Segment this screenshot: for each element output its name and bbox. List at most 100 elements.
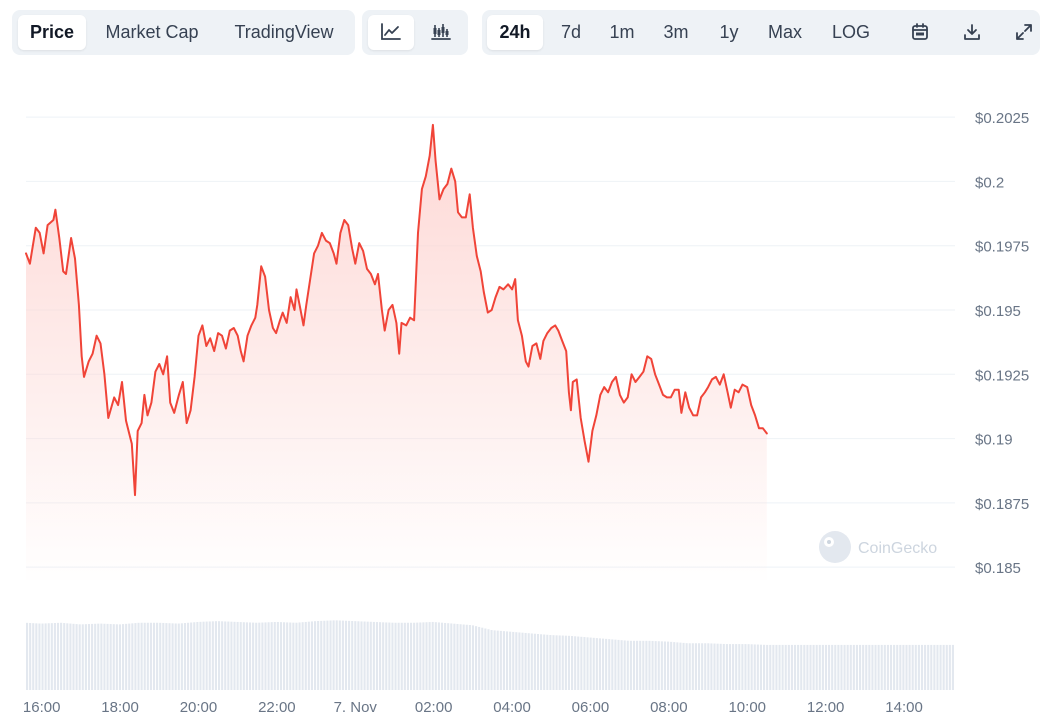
volume-bar — [880, 644, 883, 690]
volume-bar — [741, 644, 744, 690]
volume-bar — [313, 621, 317, 690]
volume-bar — [273, 622, 276, 690]
volume-bar — [694, 643, 697, 690]
volume-bar — [914, 644, 917, 690]
volume-bar — [456, 623, 459, 690]
volume-bar — [889, 644, 893, 690]
volume-bar — [707, 643, 710, 690]
volume-bar — [397, 622, 400, 690]
range-24h[interactable]: 24h — [487, 15, 543, 50]
volume-bar — [245, 622, 248, 690]
range-7d[interactable]: 7d — [560, 22, 582, 42]
volume-bar — [400, 622, 403, 690]
candlestick-button[interactable] — [418, 15, 464, 50]
volume-bar — [47, 623, 50, 690]
volume-bar — [902, 644, 905, 690]
volume-bar — [354, 621, 357, 690]
volume-bar — [533, 633, 536, 690]
volume-bar — [252, 622, 255, 690]
volume-bar — [821, 644, 824, 690]
volume-bar — [908, 644, 911, 690]
volume-bar — [824, 644, 828, 690]
volume-bar — [394, 622, 397, 690]
volume-bar — [487, 629, 490, 690]
volume-bar — [620, 640, 623, 690]
volume-bar — [369, 621, 372, 690]
download-button[interactable] — [950, 15, 994, 50]
volume-bar — [660, 641, 663, 690]
line-chart-button[interactable] — [368, 15, 414, 50]
watermark-text: CoinGecko — [858, 540, 937, 557]
volume-bar — [137, 622, 140, 690]
volume-bar — [103, 623, 106, 690]
volume-bar — [787, 644, 790, 690]
volume-bar — [728, 644, 732, 690]
x-tick-label: 14:00 — [885, 699, 923, 716]
volume-bar — [205, 621, 208, 690]
range-max[interactable]: Max — [767, 22, 802, 42]
volume-bar — [862, 644, 865, 690]
volume-bar — [800, 644, 803, 690]
volume-bar — [778, 644, 781, 690]
volume-bar — [174, 623, 177, 690]
range-log[interactable]: LOG — [831, 22, 870, 42]
volume-bar — [478, 626, 481, 690]
x-tick-label: 7. Nov — [334, 699, 378, 716]
volume-bar — [406, 622, 409, 690]
volume-bar — [849, 644, 852, 690]
volume-bar — [725, 644, 728, 690]
range-1m[interactable]: 1m — [609, 22, 635, 42]
volume-bar — [697, 643, 701, 690]
volume-bar — [109, 624, 112, 690]
expand-icon — [1016, 24, 1032, 40]
volume-bar — [499, 630, 502, 690]
volume-bar — [134, 623, 137, 690]
volume-bar — [326, 620, 329, 690]
volume-bar — [317, 621, 320, 690]
volume-bar — [899, 644, 902, 690]
volume-bar — [475, 626, 478, 690]
range-1y[interactable]: 1y — [719, 22, 739, 42]
volume-bar — [775, 644, 778, 690]
volume-bar — [100, 623, 103, 690]
candlestick-icon — [431, 24, 451, 40]
volume-bar — [338, 620, 341, 690]
volume-bar — [859, 644, 862, 690]
volume-bar — [187, 622, 190, 690]
volume-bar — [162, 622, 165, 690]
expand-button[interactable] — [1002, 15, 1042, 50]
volume-bar — [372, 621, 375, 690]
volume-bar — [453, 623, 456, 690]
volume-bar — [409, 622, 413, 690]
tab-market-cap[interactable]: Market Cap — [105, 22, 199, 42]
volume-bar — [911, 644, 914, 690]
volume-bar — [152, 622, 156, 690]
volume-bar — [945, 644, 948, 690]
volume-bar — [877, 644, 880, 690]
volume-bar — [732, 644, 735, 690]
x-tick-label: 22:00 — [258, 699, 296, 716]
range-3m[interactable]: 3m — [663, 22, 689, 42]
volume-bar — [917, 644, 920, 690]
tab-price[interactable]: Price — [18, 15, 86, 50]
volume-bar — [710, 643, 713, 690]
volume-bar — [942, 644, 945, 690]
volume-bar — [146, 622, 149, 690]
calendar-button[interactable] — [898, 15, 942, 50]
volume-bar — [255, 622, 258, 690]
volume-bar — [63, 623, 66, 690]
volume-bar — [66, 623, 69, 690]
volume-bar — [806, 644, 809, 690]
volume-bar — [865, 644, 868, 690]
tab-tradingview[interactable]: TradingView — [234, 22, 334, 42]
y-tick-label: $0.1925 — [975, 367, 1029, 384]
volume-bar — [871, 644, 874, 690]
volume-bar — [72, 623, 75, 690]
volume-bar — [756, 644, 759, 690]
volume-bar — [763, 644, 766, 690]
volume-bar — [583, 637, 586, 690]
volume-bar — [239, 622, 242, 690]
volume-bar — [447, 623, 450, 690]
x-tick-label: 08:00 — [650, 699, 688, 716]
